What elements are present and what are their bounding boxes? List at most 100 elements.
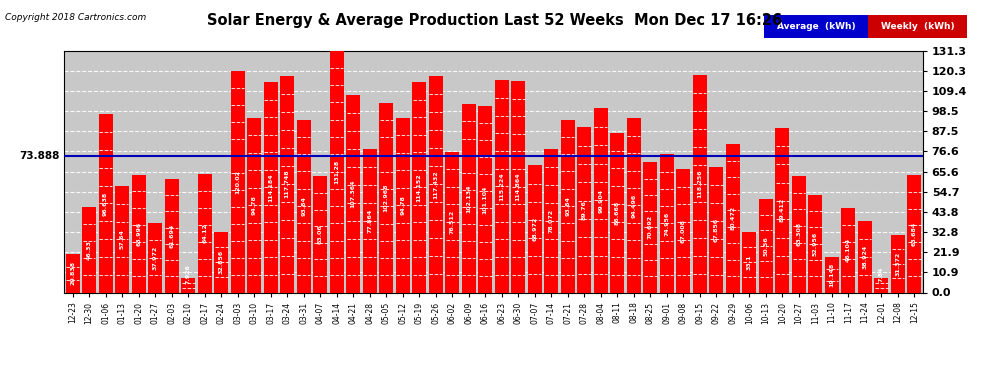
Bar: [248, 118, 261, 292]
Text: 7.84: 7.84: [879, 267, 884, 282]
Bar: [792, 176, 806, 292]
Text: 96.638: 96.638: [103, 191, 108, 216]
Bar: [181, 278, 195, 292]
Bar: [148, 222, 162, 292]
Bar: [495, 80, 509, 292]
Bar: [65, 254, 79, 292]
Text: 61.694: 61.694: [169, 224, 174, 248]
Text: 115.224: 115.224: [499, 172, 504, 201]
Text: 33.1: 33.1: [746, 254, 751, 270]
Text: 57.64: 57.64: [120, 230, 125, 249]
Bar: [908, 175, 922, 292]
Text: 118.256: 118.256: [697, 169, 702, 198]
Bar: [726, 144, 740, 292]
Bar: [115, 186, 129, 292]
Text: 78.072: 78.072: [548, 209, 553, 232]
Text: 114.864: 114.864: [516, 172, 521, 201]
Text: 77.864: 77.864: [367, 209, 372, 233]
Text: 94.78: 94.78: [400, 195, 405, 215]
Bar: [528, 165, 542, 292]
Bar: [412, 82, 427, 292]
Bar: [280, 76, 294, 292]
Text: 63.06: 63.06: [318, 225, 323, 244]
Text: 117.748: 117.748: [285, 170, 290, 198]
Bar: [644, 162, 657, 292]
Text: 114.152: 114.152: [417, 173, 422, 202]
Text: 94.496: 94.496: [632, 194, 637, 217]
Text: 64.12: 64.12: [202, 224, 207, 243]
Text: 46.33: 46.33: [86, 240, 92, 260]
Bar: [809, 195, 823, 292]
Text: Solar Energy & Average Production Last 52 Weeks  Mon Dec 17 16:26: Solar Energy & Average Production Last 5…: [208, 13, 782, 28]
Bar: [362, 149, 377, 292]
Bar: [429, 76, 443, 292]
Text: 37.972: 37.972: [152, 245, 157, 270]
Bar: [99, 114, 113, 292]
Bar: [560, 120, 575, 292]
Bar: [742, 231, 756, 292]
Bar: [858, 221, 872, 292]
Bar: [132, 175, 146, 292]
Bar: [478, 106, 492, 292]
Text: 89.412: 89.412: [780, 198, 785, 222]
Text: 70.692: 70.692: [647, 215, 652, 240]
Bar: [874, 278, 888, 292]
Bar: [231, 71, 245, 292]
Bar: [164, 179, 178, 292]
Text: 63.308: 63.308: [796, 222, 801, 246]
Text: 68.972: 68.972: [533, 217, 538, 241]
Text: 67.008: 67.008: [681, 219, 686, 243]
Bar: [379, 103, 393, 292]
Bar: [594, 108, 608, 292]
Bar: [710, 168, 724, 292]
Text: 74.956: 74.956: [664, 211, 669, 236]
Text: 93.84: 93.84: [301, 196, 306, 216]
Bar: [759, 200, 773, 292]
Text: 76.512: 76.512: [449, 210, 454, 234]
Text: 120.02: 120.02: [236, 170, 241, 194]
Text: 31.372: 31.372: [895, 252, 901, 276]
Bar: [842, 208, 855, 292]
Text: 73.888: 73.888: [19, 152, 59, 161]
Bar: [346, 95, 360, 292]
Bar: [461, 104, 476, 292]
Bar: [313, 176, 328, 292]
Text: 19.148: 19.148: [830, 263, 835, 287]
Text: 89.76: 89.76: [582, 200, 587, 220]
Bar: [825, 257, 839, 292]
Text: 93.84: 93.84: [565, 196, 570, 216]
Text: 67.856: 67.856: [714, 218, 719, 242]
Bar: [544, 148, 558, 292]
Bar: [676, 169, 690, 292]
Bar: [396, 118, 410, 292]
Bar: [297, 120, 311, 292]
Text: 50.56: 50.56: [763, 236, 768, 256]
Bar: [446, 152, 459, 292]
Text: Copyright 2018 Cartronics.com: Copyright 2018 Cartronics.com: [5, 13, 147, 22]
Text: 107.364: 107.364: [350, 179, 355, 208]
Text: 63.996: 63.996: [137, 221, 142, 246]
Text: 32.856: 32.856: [219, 250, 224, 274]
Text: 86.668: 86.668: [615, 201, 620, 225]
Bar: [693, 75, 707, 292]
Bar: [891, 235, 905, 292]
Text: 114.184: 114.184: [268, 173, 273, 202]
Text: Average  (kWh): Average (kWh): [777, 22, 855, 31]
Text: 101.104: 101.104: [483, 185, 488, 214]
Text: 80.472: 80.472: [731, 206, 736, 231]
Text: 20.838: 20.838: [70, 261, 75, 285]
Text: 117.432: 117.432: [434, 170, 439, 199]
Text: 52.956: 52.956: [813, 232, 818, 256]
Bar: [82, 207, 96, 292]
Text: 131.28: 131.28: [335, 159, 340, 184]
Text: 38.924: 38.924: [862, 244, 867, 269]
Text: Weekly  (kWh): Weekly (kWh): [881, 22, 954, 31]
Bar: [577, 127, 591, 292]
Bar: [775, 128, 789, 292]
Bar: [198, 174, 212, 292]
Bar: [330, 51, 344, 292]
Bar: [263, 82, 277, 292]
Text: 102.134: 102.134: [466, 184, 471, 213]
Text: 7.926: 7.926: [186, 264, 191, 284]
Bar: [610, 133, 625, 292]
